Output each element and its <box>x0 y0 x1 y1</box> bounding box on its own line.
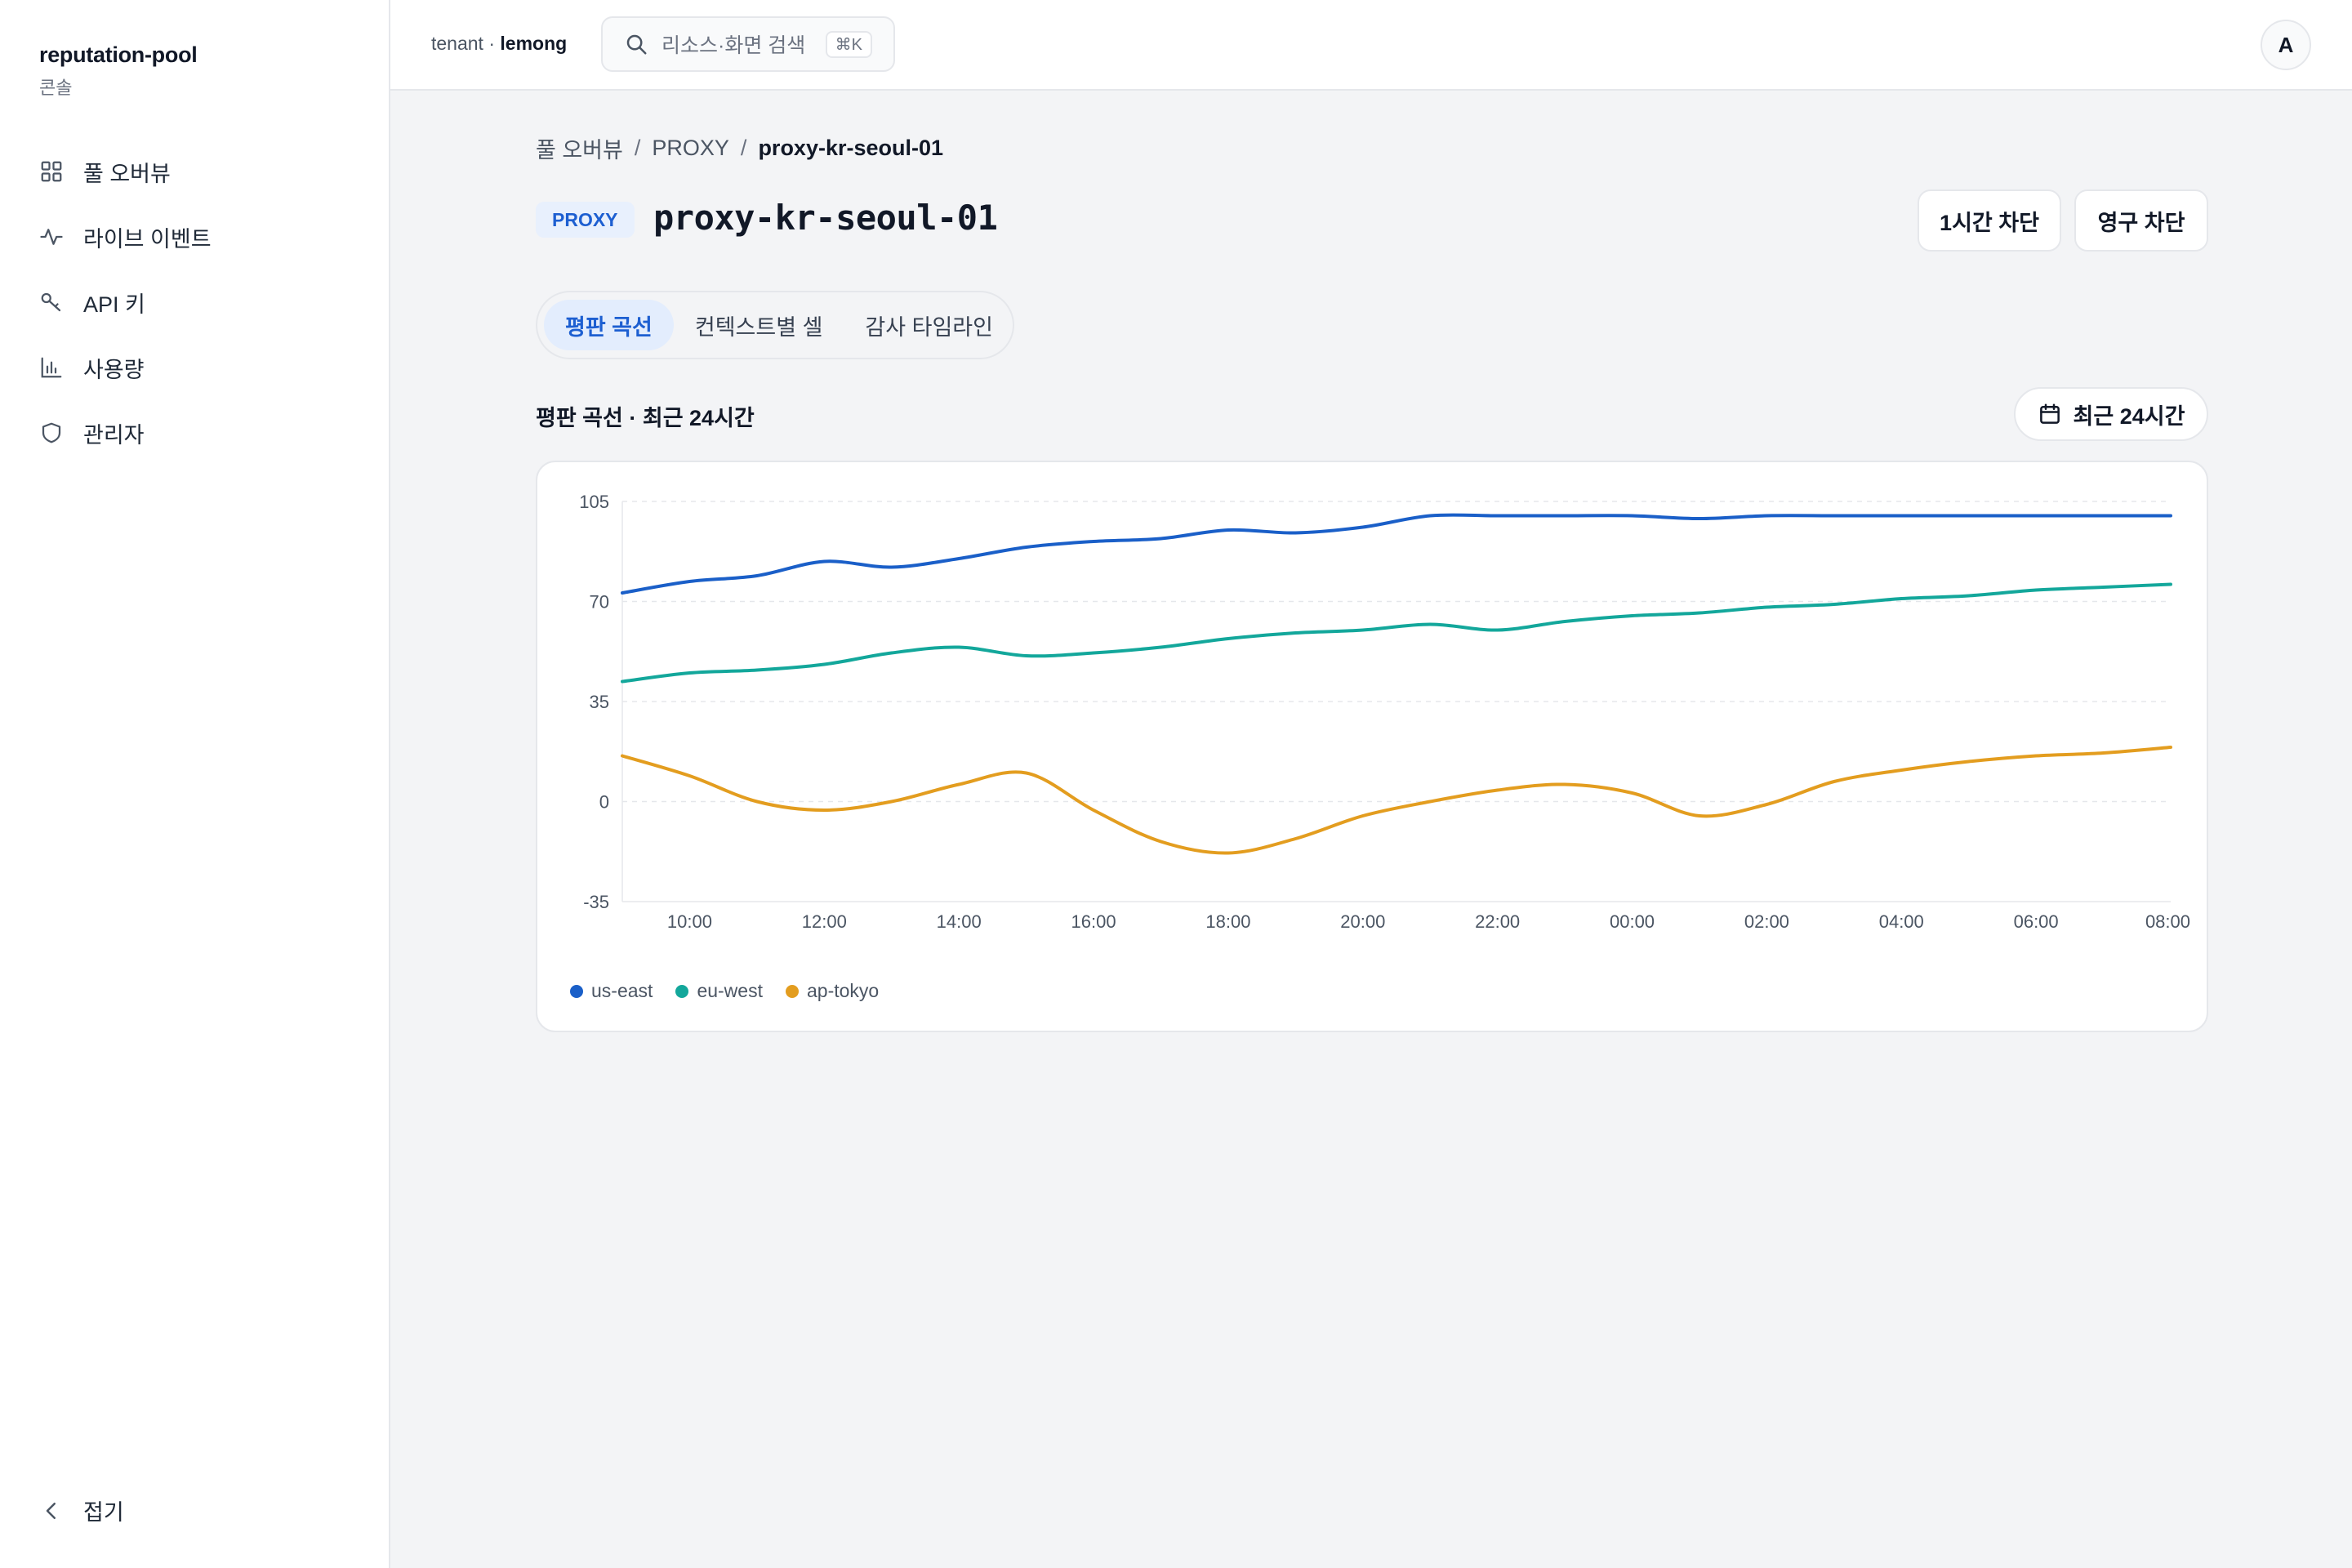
tenant-name: lemong <box>500 33 568 54</box>
legend-item-ap-tokyo: ap-tokyo <box>785 980 880 1002</box>
legend-dot <box>570 984 583 998</box>
x-tick-label: 20:00 <box>1340 911 1385 932</box>
chevron-left-icon <box>39 1499 64 1523</box>
breadcrumb-separator: / <box>634 136 641 160</box>
legend-label: eu-west <box>697 980 763 1001</box>
time-range-button[interactable]: 최근 24시간 <box>2014 387 2208 441</box>
sidebar-item-live-events[interactable]: 라이브 이벤트 <box>0 204 389 270</box>
section-title: 평판 곡선 · 최근 24시간 <box>536 406 755 430</box>
block-1h-button[interactable]: 1시간 차단 <box>1918 189 2061 252</box>
legend-label: us-east <box>591 980 653 1001</box>
breadcrumb-separator: / <box>740 136 747 160</box>
x-tick-label: 08:00 <box>2145 911 2190 932</box>
sidebar-nav: 풀 오버뷰 라이브 이벤트 API 키 사용량 관리자 <box>0 139 389 466</box>
sidebar-item-label: 라이브 이벤트 <box>83 226 212 252</box>
series-line-ap-tokyo <box>621 746 2172 855</box>
bar-chart-icon <box>39 355 64 380</box>
search-input[interactable]: 리소스·화면 검색 ⌘K <box>601 16 895 72</box>
block-permanent-button[interactable]: 영구 차단 <box>2074 189 2208 252</box>
series-line-eu-west <box>621 582 2172 684</box>
time-range-label: 최근 24시간 <box>2073 403 2185 429</box>
search-icon <box>624 32 648 56</box>
legend-label: ap-tokyo <box>806 980 880 1001</box>
chart-legend: us-east eu-west ap-tokyo <box>570 980 902 1002</box>
tenant-prefix: tenant · <box>431 33 501 54</box>
legend-dot <box>675 984 689 998</box>
y-tick-label: -35 <box>583 892 609 912</box>
grid-icon <box>39 159 64 184</box>
x-tick-label: 12:00 <box>802 911 847 932</box>
x-tick-label: 00:00 <box>1610 911 1655 932</box>
topbar: tenant · lemong 리소스·화면 검색 ⌘K A <box>390 0 2352 91</box>
tab-audit-timeline[interactable]: 감사 타임라인 <box>865 314 993 340</box>
sidebar-item-label: 사용량 <box>83 357 145 382</box>
calendar-icon <box>2038 402 2062 426</box>
y-tick-label: 35 <box>590 692 609 712</box>
tab-context-cells[interactable]: 컨텍스트별 셀 <box>694 314 823 340</box>
x-tick-label: 14:00 <box>937 911 982 932</box>
x-tick-label: 10:00 <box>667 911 712 932</box>
sidebar-item-usage[interactable]: 사용량 <box>0 335 389 400</box>
collapse-label: 접기 <box>83 1500 124 1525</box>
sidebar-item-label: 관리자 <box>83 422 145 448</box>
resource-type-badge: PROXY <box>536 202 635 238</box>
shield-icon <box>39 421 64 445</box>
breadcrumb-pool-overview[interactable]: 풀 오버뷰 <box>536 138 623 163</box>
x-tick-label: 04:00 <box>1879 911 1924 932</box>
legend-dot <box>785 984 799 998</box>
chart-card: 105 70 35 0 -35 10:00 12:00 14:00 16:00 18:00 20:0… <box>536 461 2208 1032</box>
series-line-us-east <box>621 513 2172 595</box>
y-tick-label: 70 <box>590 592 609 612</box>
breadcrumb-current: proxy-kr-seoul-01 <box>758 136 944 160</box>
x-tick-label: 02:00 <box>1744 911 1789 932</box>
x-tick-label: 16:00 <box>1071 911 1116 932</box>
x-tick-label: 06:00 <box>2014 911 2059 932</box>
x-tick-label: 22:00 <box>1475 911 1520 932</box>
x-tick-label: 18:00 <box>1205 911 1250 932</box>
collapse-sidebar-button[interactable]: 접기 <box>39 1494 124 1526</box>
legend-item-eu-west: eu-west <box>675 980 763 1002</box>
tenant-indicator: tenant · lemong <box>431 33 567 55</box>
key-icon <box>39 290 64 314</box>
y-tick-label: 105 <box>579 492 609 512</box>
activity-icon <box>39 225 64 249</box>
sidebar-item-pool-overview[interactable]: 풀 오버뷰 <box>0 139 389 204</box>
y-tick-label: 0 <box>599 792 609 813</box>
brand-subtitle: 콘솔 <box>39 78 73 98</box>
breadcrumb: 풀 오버뷰 / PROXY / proxy-kr-seoul-01 <box>536 132 943 164</box>
search-placeholder: 리소스·화면 검색 <box>662 34 806 57</box>
page-title: proxy-kr-seoul-01 <box>653 198 998 238</box>
sidebar: reputation-pool 콘솔 풀 오버뷰 라이브 이벤트 API 키 사… <box>0 0 390 1568</box>
sidebar-item-label: 풀 오버뷰 <box>83 161 171 186</box>
sidebar-item-label: API 키 <box>83 292 145 317</box>
legend-item-us-east: us-east <box>570 980 653 1002</box>
brand-name: reputation-pool <box>39 42 198 67</box>
breadcrumb-proxy[interactable]: PROXY <box>652 136 729 160</box>
tab-bar: 평판 곡선 컨텍스트별 셀 감사 타임라인 <box>536 291 1014 359</box>
reputation-chart: 105 70 35 0 -35 10:00 12:00 14:00 16:00 18:00 20:0… <box>579 492 2190 932</box>
tab-reputation-curve[interactable]: 평판 곡선 <box>544 300 674 350</box>
sidebar-item-api-keys[interactable]: API 키 <box>0 270 389 335</box>
avatar[interactable]: A <box>2261 20 2311 70</box>
search-shortcut: ⌘K <box>825 30 872 58</box>
sidebar-item-admin[interactable]: 관리자 <box>0 400 389 466</box>
